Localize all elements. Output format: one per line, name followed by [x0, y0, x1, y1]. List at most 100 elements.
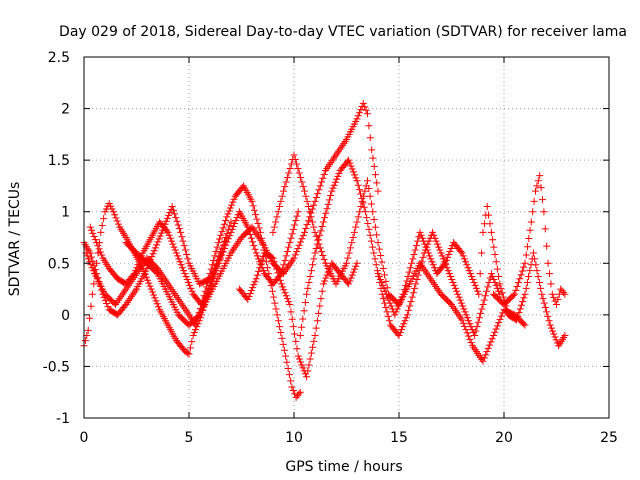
data-point	[409, 255, 417, 263]
data-point	[273, 311, 281, 319]
data-point	[267, 281, 275, 289]
data-point	[177, 228, 185, 236]
data-point	[352, 262, 360, 270]
data-point	[218, 248, 226, 256]
data-point	[459, 302, 467, 310]
data-point	[217, 231, 225, 239]
data-point	[347, 274, 355, 282]
data-point	[467, 323, 475, 331]
data-point	[413, 275, 421, 283]
data-point	[445, 250, 453, 258]
data-point	[539, 295, 547, 303]
data-point	[276, 203, 284, 211]
data-point	[335, 169, 343, 177]
y-tick-label: -0.5	[43, 359, 70, 375]
data-point	[350, 228, 358, 236]
data-point	[142, 273, 150, 281]
data-point	[353, 259, 361, 267]
data-point	[312, 194, 320, 202]
data-point	[483, 287, 491, 295]
data-point	[319, 280, 327, 288]
data-point	[212, 247, 220, 255]
data-point	[370, 162, 378, 170]
data-point	[190, 329, 198, 337]
data-point	[188, 338, 196, 346]
data-point	[183, 275, 191, 283]
data-point	[214, 259, 222, 267]
data-point	[551, 333, 559, 341]
data-point	[293, 345, 301, 353]
data-point	[182, 273, 190, 281]
data-point	[129, 271, 137, 279]
data-point	[186, 344, 194, 352]
data-point	[178, 233, 186, 241]
data-point	[89, 229, 97, 237]
data-point	[537, 284, 545, 292]
data-point	[465, 267, 473, 275]
data-point	[399, 290, 407, 298]
data-point	[484, 283, 492, 291]
data-point	[492, 325, 500, 333]
data-point	[230, 195, 238, 203]
data-point	[87, 261, 95, 269]
data-point	[316, 302, 324, 310]
data-point	[98, 251, 106, 259]
data-point	[277, 280, 285, 288]
data-point	[546, 270, 553, 278]
data-point	[520, 320, 528, 328]
data-point	[463, 314, 471, 322]
data-point	[289, 386, 297, 394]
data-point	[303, 290, 311, 298]
data-point	[451, 284, 459, 292]
data-point	[518, 267, 526, 275]
data-point	[396, 329, 404, 337]
data-point	[166, 234, 174, 242]
data-point	[88, 226, 96, 234]
data-point	[166, 208, 174, 216]
data-point	[244, 295, 252, 303]
data-point	[405, 268, 413, 276]
data-point	[560, 289, 567, 297]
series-track-9	[86, 218, 231, 309]
data-point	[476, 270, 484, 278]
data-point	[219, 245, 227, 253]
data-point	[298, 323, 306, 331]
data-point	[544, 312, 552, 320]
data-point	[363, 214, 371, 222]
data-point	[207, 265, 215, 273]
data-point	[138, 252, 146, 260]
data-point	[250, 281, 258, 289]
data-point	[88, 253, 96, 261]
data-point	[402, 281, 410, 289]
data-point	[483, 203, 491, 211]
data-point	[273, 265, 281, 273]
data-point	[484, 344, 492, 352]
data-point	[288, 230, 296, 238]
data-point	[252, 211, 260, 219]
data-point	[489, 236, 497, 244]
data-point	[268, 253, 276, 261]
data-point	[285, 169, 293, 177]
data-point	[367, 237, 375, 245]
data-point	[550, 330, 558, 338]
data-point	[310, 255, 318, 263]
data-point	[373, 179, 381, 187]
data-point	[489, 273, 497, 281]
data-point	[222, 237, 230, 245]
data-point	[289, 323, 297, 331]
data-point	[95, 245, 103, 253]
data-point	[430, 231, 438, 239]
data-point	[111, 211, 119, 219]
data-point	[379, 264, 387, 272]
data-point	[459, 319, 467, 327]
data-point	[152, 268, 160, 276]
data-point	[297, 238, 305, 246]
y-axis-label: SDTVAR / TECUs	[7, 182, 23, 297]
data-point	[255, 255, 263, 263]
data-point	[286, 239, 294, 247]
data-point	[465, 332, 473, 340]
data-point	[348, 271, 356, 279]
data-point	[202, 283, 210, 291]
data-point	[168, 203, 176, 211]
data-point	[414, 237, 422, 245]
